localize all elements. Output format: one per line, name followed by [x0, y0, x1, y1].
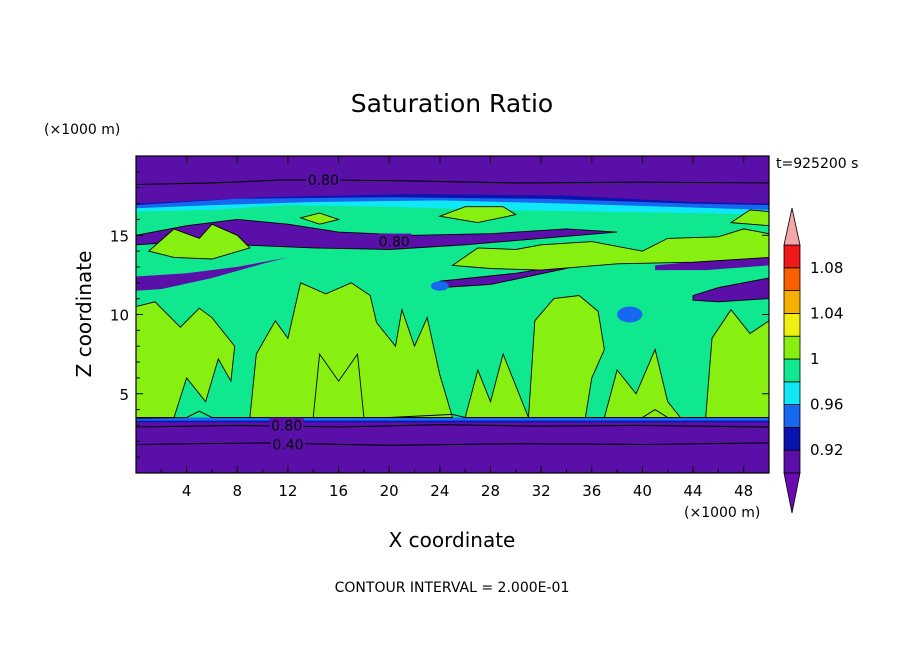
colorbar-swatch — [783, 381, 801, 405]
plume-9 — [451, 228, 769, 271]
x-tick-label: 20 — [380, 482, 399, 500]
x-tick-label: 4 — [182, 482, 192, 500]
colorbar-over-arrow — [783, 207, 801, 246]
lower-edge-0.96 — [136, 417, 769, 421]
dry-streak-right — [692, 277, 769, 303]
plume-8 — [147, 223, 251, 260]
x-tick-label: 44 — [683, 482, 702, 500]
x-unit-label: (×1000 m) — [684, 505, 760, 521]
colorbar-swatch — [783, 404, 801, 428]
colorbar-swatch — [783, 335, 801, 360]
plume-11 — [298, 212, 341, 225]
colorbar: 0.92 0.96 1 1.04 1.08 — [783, 207, 843, 514]
y-axis-label: Z coordinate — [72, 251, 96, 378]
colorbar-swatch — [783, 358, 801, 383]
plume-7 — [705, 308, 769, 418]
contour-label-bg — [306, 171, 341, 186]
colorbar-swatch — [783, 312, 801, 337]
colorbar-label: 0.92 — [810, 441, 843, 459]
x-tick-label: 16 — [329, 482, 348, 500]
x-axis: 4 8 12 16 20 24 28 32 36 40 44 48 — [160, 156, 753, 500]
x-tick-label: 28 — [481, 482, 500, 500]
colorbar-label: 1 — [810, 350, 820, 368]
plume-10 — [438, 206, 517, 224]
colorbar-swatch — [783, 244, 801, 269]
x-tick-label: 32 — [532, 482, 551, 500]
contour-field — [136, 156, 769, 473]
contour-labels: 0.80 0.80 0.80 0.40 — [269, 171, 412, 453]
x-axis-label: X coordinate — [389, 528, 516, 552]
contour-0.80-top — [136, 179, 769, 186]
contour-label-bg — [270, 436, 305, 451]
plume-12 — [729, 209, 769, 227]
contour-label: 0.80 — [271, 418, 302, 434]
contour-label: 0.80 — [379, 235, 410, 251]
colorbar-label: 1.04 — [810, 304, 843, 322]
contour-0.40-low — [136, 442, 769, 446]
colorbar-under-arrow — [783, 472, 801, 514]
dry-tongue-left — [136, 257, 288, 291]
y-axis: 5 10 15 — [110, 171, 769, 458]
y-unit-label: (×1000 m) — [44, 122, 120, 138]
x-tick-label: 48 — [734, 482, 753, 500]
plume-1 — [136, 301, 236, 418]
colorbar-swatch — [783, 426, 801, 451]
colorbar-swatch — [783, 290, 801, 314]
contour-label: 0.80 — [308, 173, 339, 189]
y-tick-label: 5 — [119, 386, 129, 404]
colorbar-label: 1.08 — [810, 259, 843, 277]
x-tick-label: 36 — [582, 482, 601, 500]
time-label: t=925200 s — [776, 156, 858, 172]
plume-2 — [249, 282, 454, 418]
contour-0.80-low — [136, 424, 769, 428]
x-tick-label: 8 — [233, 482, 243, 500]
colorbar-label: 0.96 — [810, 396, 843, 414]
plume-5 — [528, 295, 605, 418]
contour-interval-footer: CONTOUR INTERVAL = 2.000E-01 — [335, 580, 570, 596]
x-tick-label: 40 — [633, 482, 652, 500]
contour-label-bg — [269, 417, 304, 432]
contour-label-bg — [377, 233, 412, 248]
chart-title: Saturation Ratio — [351, 89, 553, 118]
y-tick-label: 15 — [110, 227, 129, 245]
contour-lower-edge — [136, 409, 769, 419]
y-tick-label: 10 — [110, 307, 129, 325]
contour-label: 0.40 — [272, 437, 303, 453]
colorbar-swatch — [783, 267, 801, 291]
colorbar-swatch — [783, 449, 801, 474]
x-tick-label: 24 — [430, 482, 449, 500]
x-tick-label: 12 — [278, 482, 297, 500]
blue-cell-mid — [430, 281, 449, 291]
blue-cell — [617, 306, 643, 323]
